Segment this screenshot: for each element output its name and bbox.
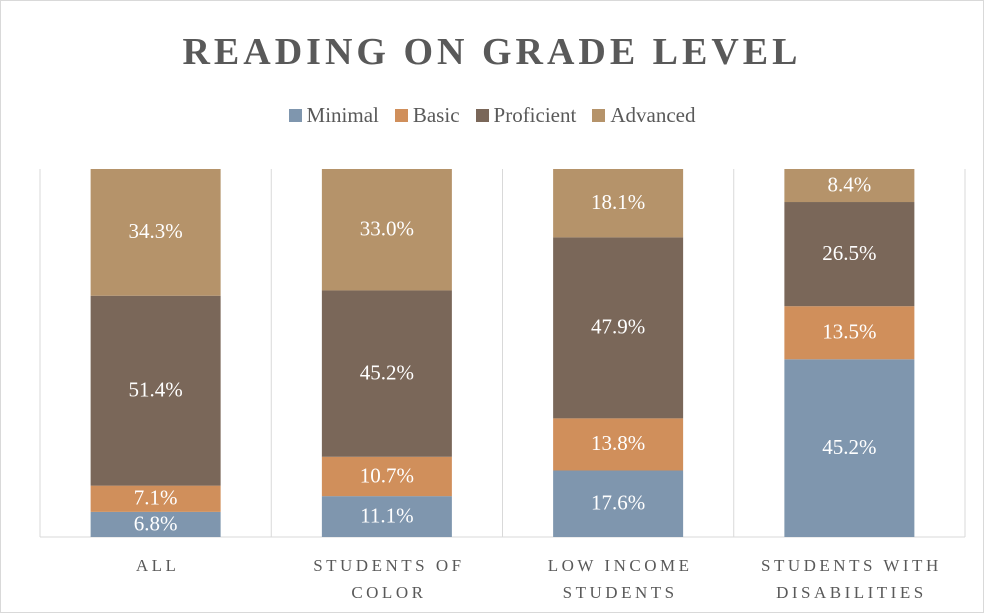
bar-segment (321, 290, 452, 457)
data-label: 26.5% (822, 241, 876, 265)
x-tick-label: LOW INCOME STUDENTS (547, 556, 693, 602)
bar-segment (553, 470, 684, 537)
data-label: 34.3% (129, 219, 183, 243)
data-label: 47.9% (591, 315, 645, 339)
bar-segment (90, 295, 221, 486)
data-label: 8.4% (828, 172, 872, 196)
legend-item: Minimal (288, 103, 379, 128)
bar-segment (90, 485, 221, 512)
data-label: 33.0% (360, 217, 414, 241)
bar-segment (553, 169, 684, 238)
data-label: 51.4% (129, 377, 183, 401)
data-label: 11.1% (360, 503, 413, 527)
x-tick-label: ALL (135, 556, 180, 575)
bar-segment (90, 511, 221, 537)
bar-segment (784, 169, 915, 203)
data-label: 17.6% (591, 491, 645, 515)
legend-label: Basic (412, 103, 460, 127)
bar-segment (321, 496, 452, 537)
legend-label: Minimal (306, 103, 379, 127)
x-tick-label: STUDENTS WITH DISABILITIES (761, 556, 942, 602)
bar-segment (784, 359, 915, 537)
data-label: 10.7% (360, 463, 414, 487)
legend-swatch (592, 109, 606, 122)
chart-title: READING ON GRADE LEVEL (182, 31, 802, 73)
legend-swatch (394, 109, 408, 122)
data-label: 7.1% (134, 486, 178, 510)
data-label: 18.1% (591, 190, 645, 214)
bar-segment (784, 202, 915, 307)
legend-item: Proficient (475, 103, 577, 128)
bar-segment (784, 306, 915, 360)
legend: Minimal Basic Proficient Advanced (0, 103, 984, 128)
data-label: 6.8% (134, 511, 178, 535)
bar-segment (321, 456, 452, 497)
legend-label: Proficient (493, 103, 577, 127)
data-label: 13.5% (822, 320, 876, 344)
x-tick-label: STUDENTS OF COLOR (313, 556, 465, 602)
data-label: 45.2% (822, 435, 876, 459)
legend-item: Basic (394, 103, 460, 128)
data-label: 45.2% (360, 360, 414, 384)
bar-segment (553, 418, 684, 471)
legend-swatch (475, 109, 489, 122)
bar-segment (553, 237, 684, 419)
legend-swatch (288, 109, 302, 122)
data-label: 13.8% (591, 431, 645, 455)
legend-label: Advanced (610, 103, 696, 127)
legend-item: Advanced (592, 103, 695, 128)
bar-segment (90, 169, 221, 296)
bar-segment (321, 169, 452, 291)
